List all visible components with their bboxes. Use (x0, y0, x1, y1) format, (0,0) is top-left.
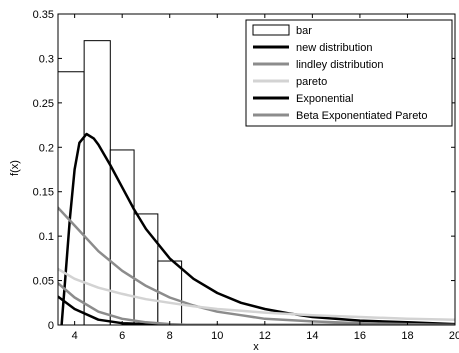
y-tick-label: 0.35 (33, 9, 54, 21)
legend-swatch-bar (252, 24, 290, 36)
x-tick-label: 18 (401, 330, 413, 342)
series-line-3 (58, 267, 455, 321)
x-tick-label: 14 (306, 330, 318, 342)
plot-frame (57, 13, 456, 326)
plot-area (57, 13, 456, 326)
x-tick-label: 4 (72, 330, 78, 342)
y-tick-label: 0.2 (39, 142, 54, 154)
x-tick-label: 10 (211, 330, 223, 342)
y-tick-label: 0 (48, 320, 54, 332)
legend-label: Beta Exponentiated Pareto (296, 110, 427, 122)
x-tick-label: 8 (167, 330, 173, 342)
legend: bar new distribution lindley distribution p… (245, 19, 453, 127)
legend-label: new distribution (296, 42, 372, 54)
x-axis-label: x (253, 341, 259, 353)
legend-label: lindley distribution (296, 59, 383, 71)
legend-label: Exponential (296, 93, 354, 105)
y-tick-label: 0.25 (33, 98, 54, 110)
histogram-bar-2 (83, 40, 111, 326)
series-line-5 (58, 281, 455, 325)
legend-label: bar (296, 25, 312, 37)
x-tick-label: 12 (259, 330, 271, 342)
series-line-4 (58, 295, 455, 325)
x-tick-label: 6 (119, 330, 125, 342)
legend-box (245, 19, 453, 127)
y-tick-label: 0.1 (39, 231, 54, 243)
histogram-bar-3 (109, 149, 135, 326)
y-tick-label: 0.05 (33, 276, 54, 288)
y-tick-label: 0.15 (33, 187, 54, 199)
y-axis-label: f(x) (9, 160, 21, 176)
y-tick-label: 0.3 (39, 53, 54, 65)
x-tick-label: 16 (354, 330, 366, 342)
y-axis: 0 0.05 0.1 0.15 0.2 0.25 0.3 0.35 (33, 9, 455, 332)
x-axis: 4 6 8 10 12 14 16 18 20 (72, 14, 459, 342)
legend-label: pareto (296, 76, 327, 88)
x-tick-label: 20 (449, 330, 459, 342)
